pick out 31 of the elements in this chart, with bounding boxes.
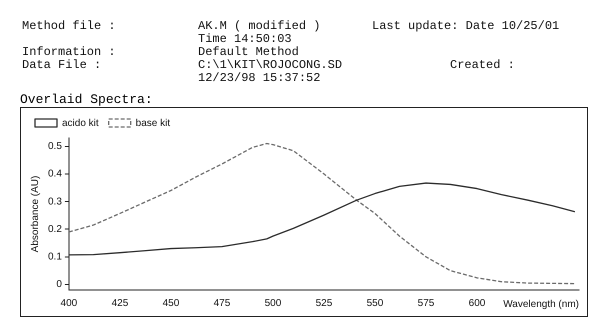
x-tick-label: 425 <box>112 298 129 309</box>
legend-label: acido kit <box>62 118 99 129</box>
text: Last update: Date 10/25/01 <box>372 19 560 33</box>
y-tick-label: 0.5 <box>48 141 62 152</box>
x-tick-label: 500 <box>264 298 282 309</box>
text: Created : <box>450 58 515 72</box>
x-tick-label: 550 <box>366 298 384 309</box>
text: Information : <box>22 45 116 59</box>
y-tick-label: 0.3 <box>48 196 62 208</box>
x-tick-label: 450 <box>162 298 180 309</box>
y-axis-title: Absorbance (AU) <box>30 176 41 252</box>
x-tick-label: 400 <box>60 298 78 309</box>
x-tick-label: 525 <box>316 298 333 309</box>
x-tick-label: 600 <box>468 298 486 309</box>
y-tick-label: 0.4 <box>48 168 62 180</box>
text: Data File : <box>22 58 102 72</box>
line-series <box>68 142 576 284</box>
chart-title: Overlaid Spectra: <box>20 92 154 107</box>
text: AK.M ( modified ) <box>198 19 320 33</box>
y-tick-label: 0 <box>56 279 62 290</box>
text: 12/23/98 15:37:52 <box>198 71 320 85</box>
legend-label: base kit <box>136 118 170 129</box>
text: Method file : <box>22 19 116 33</box>
x-tick-label: 475 <box>214 298 231 309</box>
y-tick-label: 0.1 <box>48 252 62 263</box>
x-axis-title: Wavelength (nm) <box>503 298 579 310</box>
y-tick-label: 0.2 <box>48 224 62 235</box>
text: C:\1\KIT\ROJOCONG.SD <box>198 58 342 72</box>
text: Default Method <box>198 45 299 59</box>
x-tick-label: 575 <box>418 298 435 309</box>
text: Time 14:50:03 <box>198 32 292 46</box>
